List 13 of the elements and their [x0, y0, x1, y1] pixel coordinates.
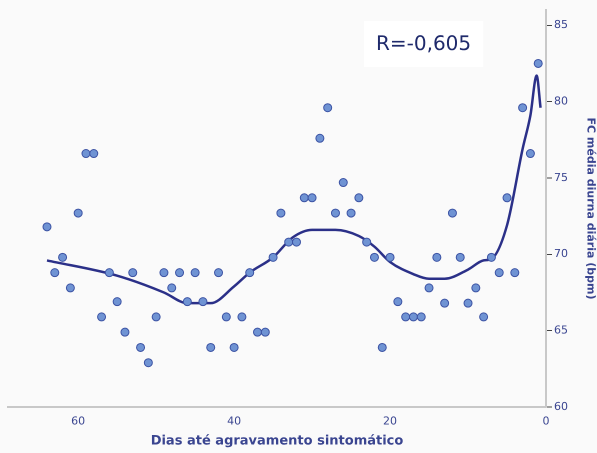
y-tick-label: 60 [554, 400, 568, 413]
y-axis-title: FC média diurna diária (bpm) [584, 118, 597, 300]
y-tick-label: 70 [554, 247, 568, 260]
y-tick-label: 85 [554, 18, 568, 32]
x-tick-label: 20 [383, 414, 398, 428]
y-tick-label: 80 [554, 94, 568, 108]
y-tick-label: 75 [554, 170, 568, 184]
x-tick-label: 60 [71, 414, 86, 428]
annotation: R=-0,605 [376, 31, 472, 56]
x-tick-label: 0 [542, 414, 550, 428]
x-axis-title: Dias até agravamento sintomático [150, 434, 404, 449]
x-tick-label: 40 [227, 414, 242, 428]
y-tick-label: 65 [554, 324, 568, 337]
